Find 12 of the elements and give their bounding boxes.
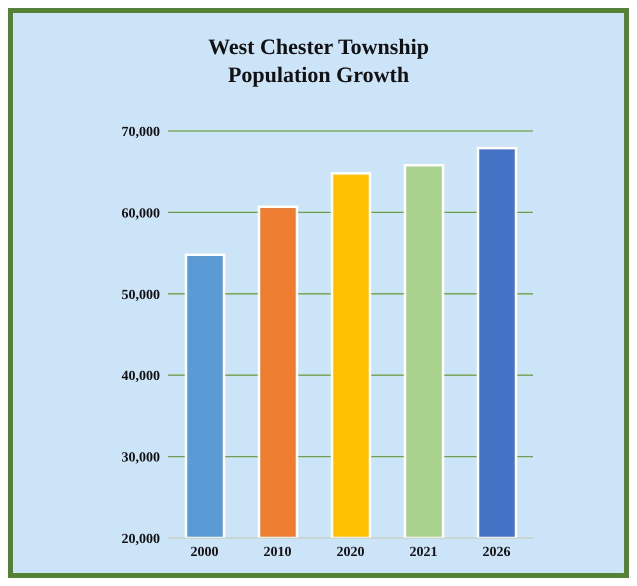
- x-tick-label: 2021: [410, 544, 438, 560]
- chart-title: West Chester Township Population Growth: [207, 33, 430, 89]
- y-tick-label: 40,000: [122, 369, 160, 384]
- x-tick-label: 2010: [264, 544, 292, 560]
- x-tick-label: 2026: [482, 544, 510, 560]
- y-tick-label: 20,000: [122, 532, 160, 547]
- y-tick-label: 30,000: [122, 450, 160, 466]
- x-tick-label: 2020: [336, 544, 364, 560]
- y-tick-label: 60,000: [122, 206, 160, 222]
- y-tick-label: 70,000: [122, 124, 160, 140]
- x-tick-label: 2000: [190, 544, 218, 560]
- y-tick-label: 50,000: [122, 288, 160, 303]
